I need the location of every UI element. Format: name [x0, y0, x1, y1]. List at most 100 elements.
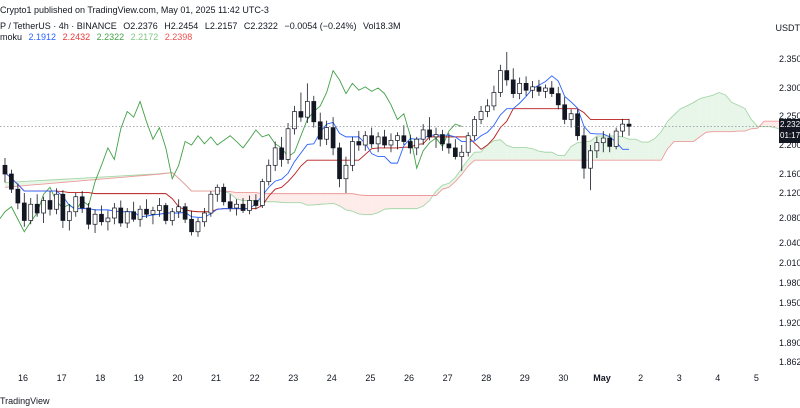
candle-body: [459, 151, 465, 157]
ichimoku-cloud-segment: [725, 95, 732, 132]
x-tick-label: 26: [404, 373, 414, 383]
y-tick-label: 2.350: [779, 54, 800, 64]
candle-body: [543, 87, 548, 92]
candle-body: [510, 79, 516, 94]
x-tick-label: 30: [558, 373, 568, 383]
ichimoku-cloud-segment: [281, 193, 289, 203]
candle-body: [131, 211, 136, 220]
y-tick-label: 2.040: [779, 238, 800, 248]
candle-body: [195, 221, 201, 233]
ichimoku-cloud-segment: [571, 142, 578, 161]
ichimoku-cloud-segment: [288, 193, 295, 203]
candle-body: [21, 202, 27, 221]
candle-body: [575, 113, 580, 137]
symbol-label[interactable]: P / TetherUS · 4h · BINANCE: [0, 21, 117, 31]
change-value: −0.0054 (−0.24%): [284, 21, 357, 31]
ichimoku-cloud-segment: [699, 96, 707, 137]
candle-body: [581, 135, 587, 169]
candle-body: [504, 70, 510, 81]
ichimoku-cloud-segment: [236, 192, 244, 201]
base-line: [4, 108, 630, 213]
leading-span-b-value: 2.2398: [164, 32, 193, 42]
candle-body: [356, 141, 362, 146]
indicator-name[interactable]: moku: [0, 32, 23, 42]
candle-body: [382, 136, 387, 146]
ichimoku-cloud-segment: [448, 177, 456, 188]
y-tick-label: 2.200: [779, 140, 800, 150]
ichimoku-cloud-segment: [249, 192, 256, 201]
ichimoku-cloud-segment: [307, 193, 314, 206]
candle-body: [234, 203, 239, 209]
candle-body: [157, 205, 162, 211]
conversion-line: [4, 75, 630, 218]
candle-body: [472, 119, 477, 137]
candle-body: [163, 205, 169, 221]
ichimoku-cloud-segment: [300, 193, 308, 206]
open-value: O2.2376: [123, 21, 158, 31]
candle-body: [588, 150, 593, 169]
leading-span-a-value: 2.2172: [130, 32, 159, 42]
candle-body: [420, 129, 426, 140]
candle-body: [41, 200, 46, 214]
candle-body: [279, 147, 284, 160]
y-tick-label: 2.010: [779, 258, 800, 268]
candle-body: [15, 188, 21, 204]
currency-unit-label: USDT: [775, 23, 800, 33]
candle-body: [79, 196, 85, 209]
ichimoku-cloud-segment: [506, 145, 514, 161]
ichimoku-cloud-segment: [551, 152, 559, 161]
ichimoku-cloud-segment: [397, 195, 404, 209]
ichimoku-cloud-segment: [403, 195, 411, 209]
candle-body: [433, 134, 439, 138]
tradingview-footer: TradingView: [0, 396, 50, 406]
ichimoku-cloud-segment: [423, 195, 430, 207]
ichimoku-cloud-segment: [24, 181, 31, 186]
ichimoku-cloud-segment: [416, 195, 424, 209]
candle-body: [375, 136, 381, 145]
ichimoku-cloud-segment: [275, 193, 282, 203]
ichimoku-cloud-segment: [352, 193, 359, 214]
candle-body: [150, 210, 156, 215]
candle-body: [517, 83, 522, 94]
candle-body: [343, 164, 349, 180]
candle-body: [253, 200, 259, 206]
y-tick-label: 1.920: [779, 318, 800, 328]
ichimoku-cloud-segment: [37, 180, 44, 185]
candle-body: [118, 207, 124, 224]
candle-body: [73, 196, 79, 213]
candle-body: [613, 130, 619, 147]
y-tick-label: 1.980: [779, 278, 800, 288]
ichimoku-cloud-segment: [706, 95, 713, 133]
ichimoku-cloud-segment: [519, 147, 527, 161]
ichimoku-cloud-segment: [320, 193, 327, 205]
lagging-span-value: 2.2322: [96, 32, 125, 42]
ichimoku-cloud-segment: [686, 102, 694, 142]
ichimoku-cloud-segment: [564, 146, 572, 161]
ichimoku-cloud-segment: [390, 195, 398, 209]
candle-body: [620, 123, 625, 132]
candle-body: [337, 147, 342, 180]
candle-body: [407, 141, 413, 149]
x-tick-label: 28: [481, 373, 491, 383]
candle-body: [465, 135, 471, 153]
ichimoku-cloud-segment: [313, 193, 321, 205]
candle-body: [240, 203, 246, 211]
candle-body: [105, 217, 111, 223]
ichimoku-cloud-segment: [326, 193, 334, 204]
candle-body: [427, 129, 432, 138]
ichimoku-cloud-segment: [333, 193, 340, 206]
candle-body: [446, 143, 452, 149]
candle-body: [369, 135, 375, 145]
leading-span-b-line: [4, 120, 797, 196]
candle-body: [169, 211, 175, 221]
candle-body: [66, 211, 72, 221]
candle-body: [536, 86, 542, 92]
candle-body: [549, 87, 555, 94]
x-tick-label: 5: [754, 373, 759, 383]
x-tick-label: 24: [327, 373, 337, 383]
ichimoku-cloud-segment: [487, 140, 494, 161]
ichimoku-cloud-segment: [17, 181, 25, 187]
volume-value: Vol18.3M: [363, 21, 401, 31]
ichimoku-cloud-segment: [654, 131, 662, 161]
